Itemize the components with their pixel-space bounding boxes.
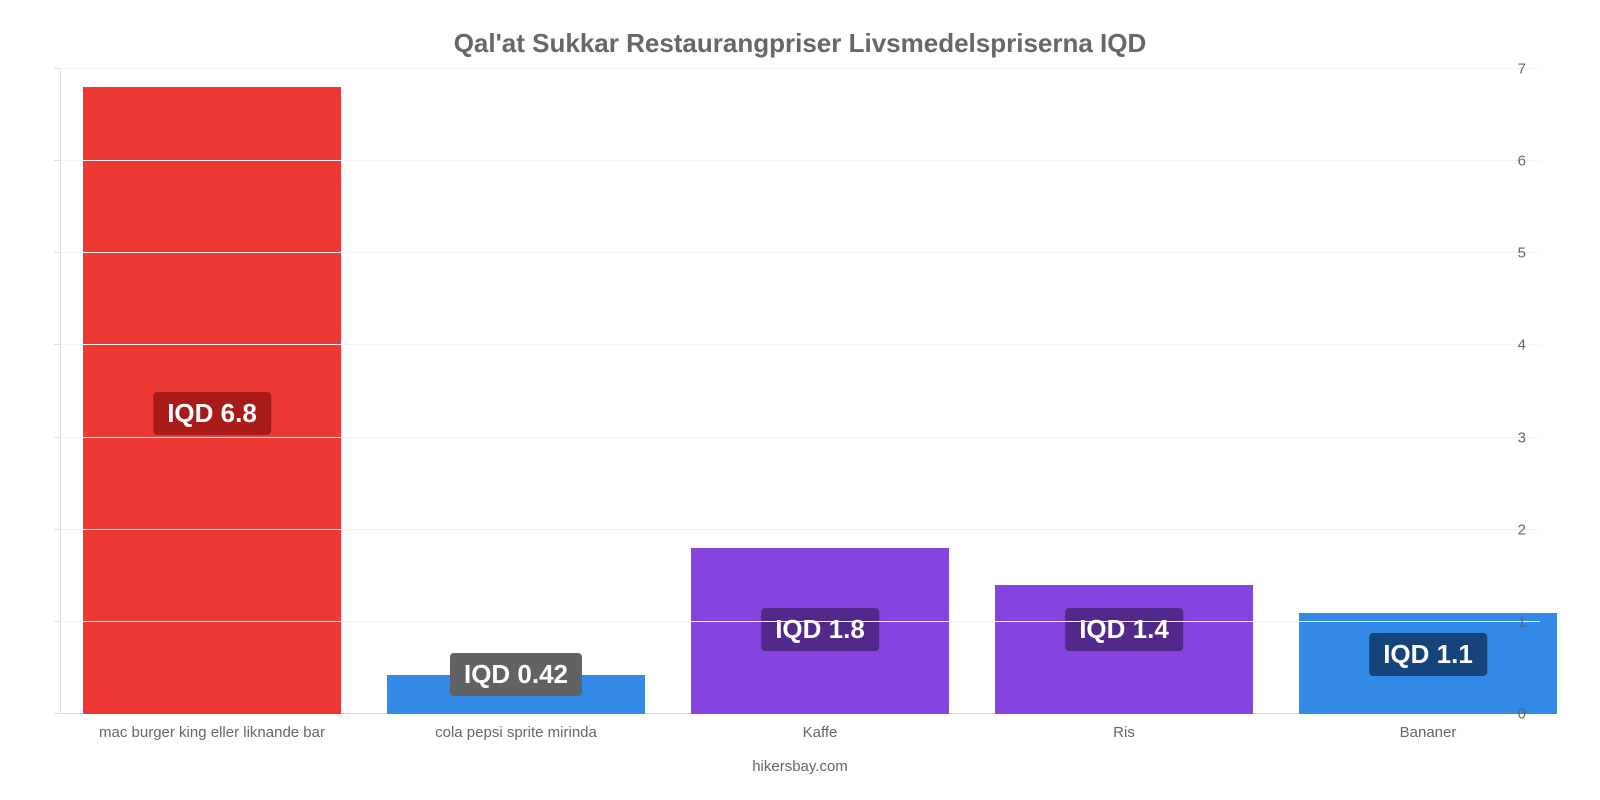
grid-line [60, 344, 1540, 345]
y-tick [54, 160, 60, 161]
chart-container: Qal'at Sukkar Restaurangpriser Livsmedel… [0, 0, 1600, 800]
x-tick-label: Kaffe [803, 724, 838, 741]
y-tick [54, 529, 60, 530]
y-tick-label: 2 [1486, 521, 1526, 538]
y-tick-label: 5 [1486, 245, 1526, 262]
bar-value-label: IQD 0.42 [450, 653, 582, 696]
x-tick-label: mac burger king eller liknande bar [99, 724, 325, 741]
x-tick-label: Bananer [1400, 724, 1457, 741]
grid-line [60, 160, 1540, 161]
y-tick [54, 68, 60, 69]
plot-area: IQD 6.8IQD 0.42IQD 1.8IQD 1.4IQD 1.1 012… [60, 69, 1540, 714]
grid-line [60, 529, 1540, 530]
chart-title: Qal'at Sukkar Restaurangpriser Livsmedel… [20, 10, 1580, 69]
y-tick [54, 437, 60, 438]
y-tick [54, 344, 60, 345]
grid-line [60, 68, 1540, 69]
y-tick-label: 3 [1486, 429, 1526, 446]
x-tick-label: Ris [1113, 724, 1135, 741]
bar-value-label: IQD 1.1 [1369, 633, 1487, 676]
grid-line [60, 252, 1540, 253]
y-tick-label: 7 [1486, 61, 1526, 78]
y-tick-label: 6 [1486, 153, 1526, 170]
x-tick-label: cola pepsi sprite mirinda [435, 724, 597, 741]
bar-value-label: IQD 1.8 [761, 608, 879, 651]
x-axis-labels: mac burger king eller liknande bar cola p… [60, 714, 1540, 754]
y-tick [54, 621, 60, 622]
bars-layer: IQD 6.8 IQD 0.42 IQD 1.8 IQD 1.4 IQD 1.1 [60, 69, 1540, 714]
y-tick-label: 4 [1486, 337, 1526, 354]
bar-value-label: IQD 6.8 [153, 392, 271, 435]
grid-line [60, 437, 1540, 438]
bar-value-label: IQD 1.4 [1065, 608, 1183, 651]
grid-line [60, 621, 1540, 622]
source-text: hikersbay.com [20, 758, 1580, 775]
y-tick-label: 1 [1486, 613, 1526, 630]
y-tick [54, 252, 60, 253]
